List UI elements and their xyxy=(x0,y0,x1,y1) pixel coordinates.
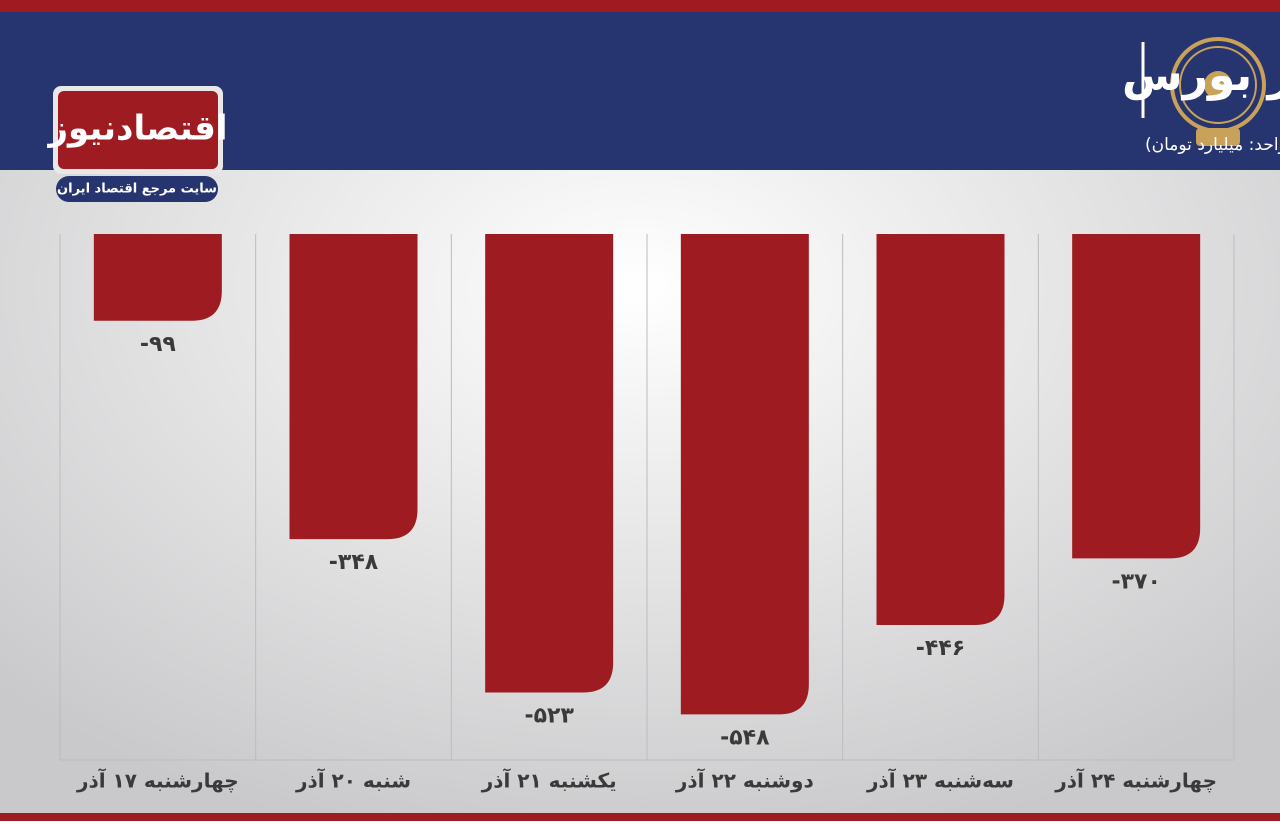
x-tick-label: چهارشنبه ۱۷ آذر xyxy=(76,768,239,794)
value-label: -۵۴۸ xyxy=(720,725,770,750)
brand-tagline: سایت مرجع اقتصاد ایران xyxy=(57,182,217,197)
brand-name: اقتصادنیوز xyxy=(46,109,227,149)
bar xyxy=(93,234,222,321)
value-label: -۹۹ xyxy=(140,332,176,357)
x-tick-label: شنبه ۲۰ آذر xyxy=(295,768,411,793)
value-label: -۳۴۸ xyxy=(329,550,379,575)
value-label: -۴۴۶ xyxy=(916,636,965,661)
bottom-stripe xyxy=(0,813,1280,821)
chart-title: روند ورود و خروج پول حقیقی در بورس xyxy=(1122,50,1280,101)
logo: اقتصادنیوز سایت مرجع اقتصاد ایران xyxy=(46,86,228,202)
bar xyxy=(1072,234,1201,559)
bar xyxy=(289,234,418,540)
x-tick-label: چهارشنبه ۲۴ آذر xyxy=(1054,768,1217,794)
emblem xyxy=(1170,37,1266,146)
x-tick-label: سه‌شنبه ۲۳ آذر xyxy=(866,768,1014,793)
chart-subtitle: (واحد: میلیارد تومان) xyxy=(1145,135,1280,155)
top-stripe xyxy=(0,0,1280,12)
bar xyxy=(680,234,809,715)
bar xyxy=(876,234,1005,625)
bar xyxy=(485,234,614,693)
x-tick-label: یکشنبه ۲۱ آذر xyxy=(481,768,617,793)
value-label: -۳۷۰ xyxy=(1111,569,1160,594)
x-tick-label: دوشنبه ۲۲ آذر xyxy=(675,768,814,793)
value-label: -۵۲۳ xyxy=(524,703,574,728)
